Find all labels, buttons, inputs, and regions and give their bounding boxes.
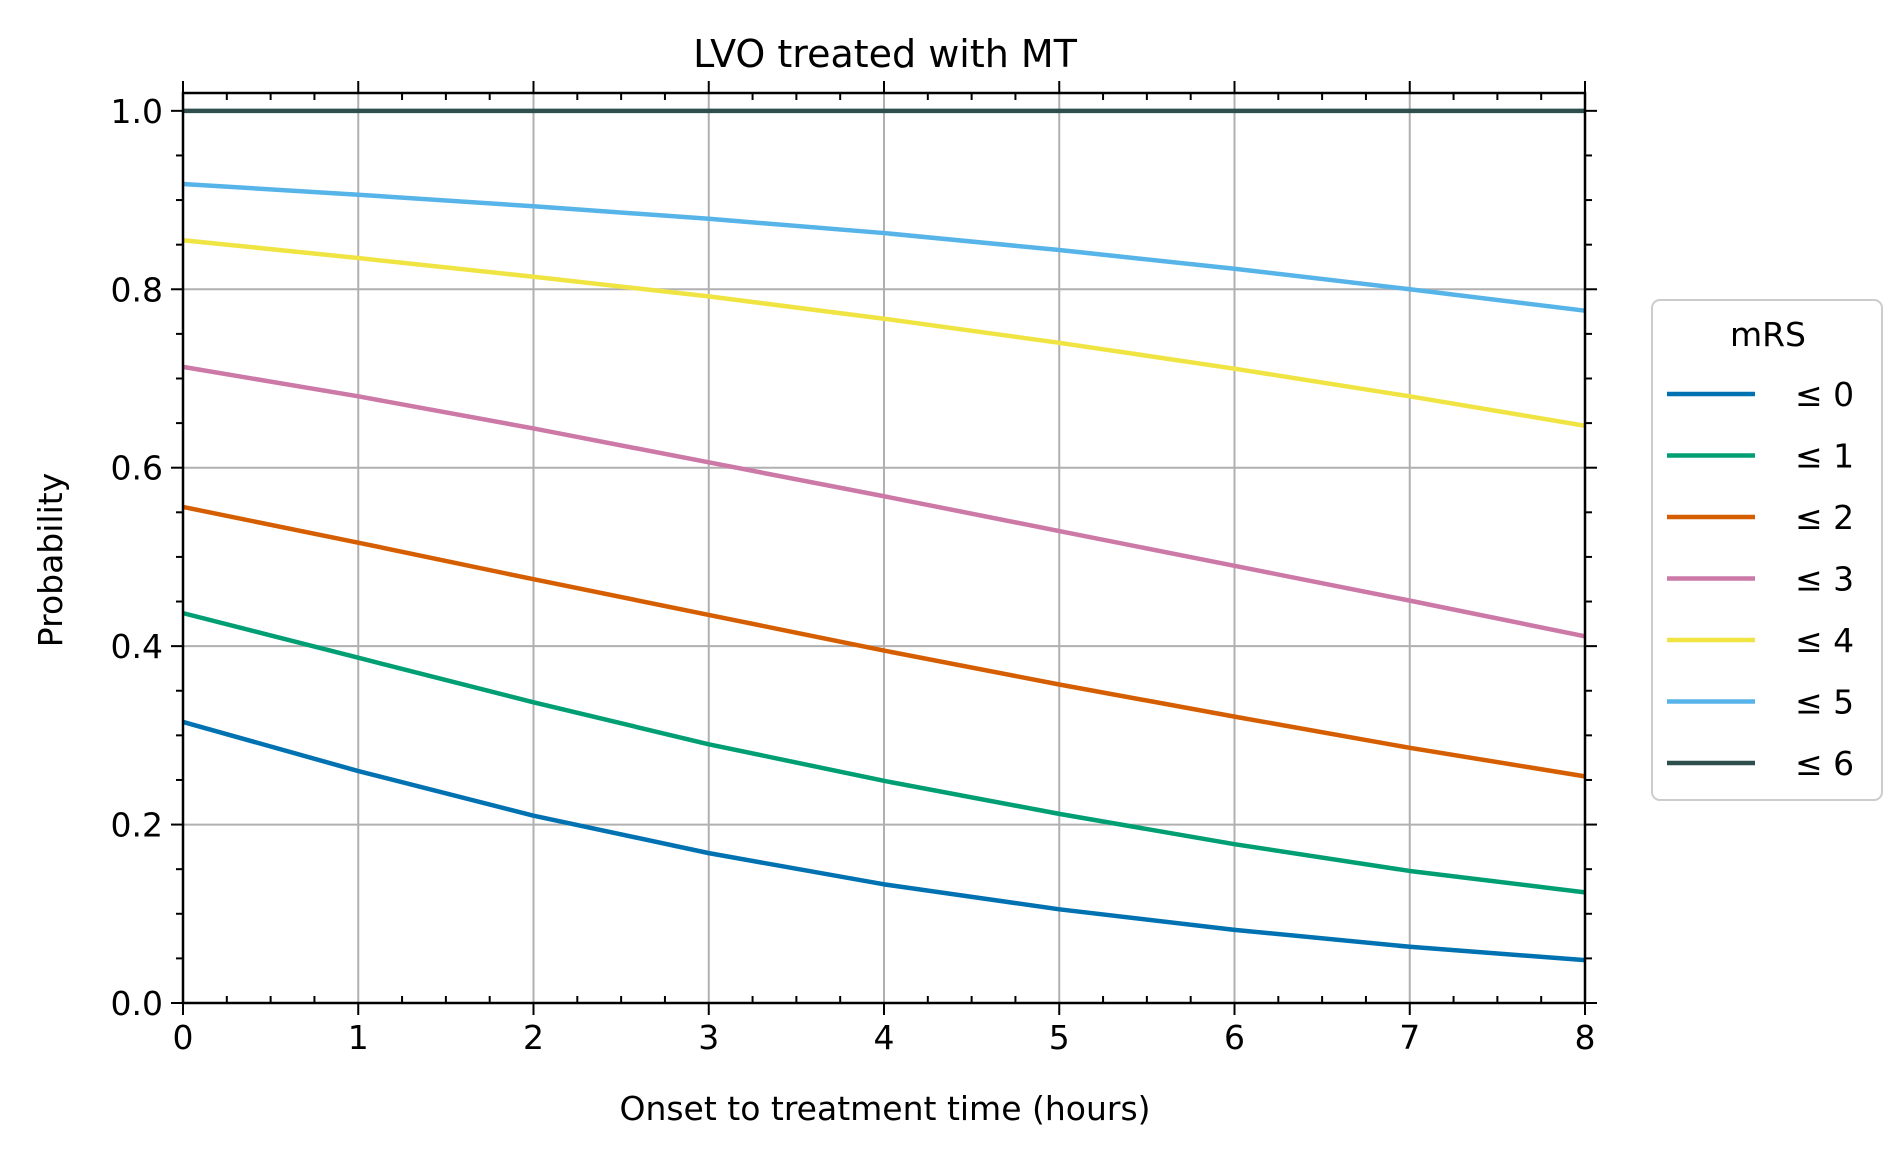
y-tick-label: 0.2 [111, 806, 163, 845]
x-tick-label: 2 [523, 1018, 544, 1057]
chart-title: LVO treated with MT [693, 32, 1078, 76]
x-tick-label: 5 [1049, 1018, 1070, 1057]
x-axis-label: Onset to treatment time (hours) [619, 1089, 1150, 1128]
x-tick-label: 8 [1575, 1018, 1596, 1057]
series-line-3 [182, 364, 1586, 639]
y-tick-label: 0.0 [111, 984, 163, 1023]
x-tick-label: 6 [1224, 1018, 1245, 1057]
legend-label-3: ≤ 3 [1795, 560, 1854, 599]
y-tick-label: 0.6 [111, 449, 163, 488]
series-line-4 [182, 237, 1586, 428]
series-line-0 [182, 719, 1586, 963]
x-tick-label: 4 [874, 1018, 895, 1057]
series-line-5 [182, 181, 1586, 313]
legend-label-6: ≤ 6 [1795, 744, 1854, 783]
series-line-2 [182, 504, 1586, 779]
legend-label-2: ≤ 2 [1795, 498, 1854, 537]
legend-box [1651, 299, 1883, 801]
legend-title: mRS [1730, 315, 1806, 354]
legend: mRS ≤ 0 ≤ 1 ≤ 2 ≤ 3 ≤ 4 ≤ 5 ≤ 6 [1651, 299, 1883, 801]
y-tick-label: 0.8 [111, 270, 163, 309]
x-tick-label: 1 [348, 1018, 369, 1057]
y-tick-label: 0.4 [111, 627, 163, 666]
x-tick-label: 3 [698, 1018, 719, 1057]
y-tick-label: 1.0 [111, 92, 163, 131]
plot-area: 0 1 2 3 4 5 6 7 8 0.0 0.2 0.4 0.6 0.8 1.0 [111, 81, 1597, 1057]
x-tick-label: 7 [1399, 1018, 1420, 1057]
legend-label-0: ≤ 0 [1795, 375, 1854, 414]
series-line-1 [182, 610, 1586, 895]
legend-label-1: ≤ 1 [1795, 437, 1854, 476]
x-tick-label: 0 [173, 1018, 194, 1057]
legend-label-5: ≤ 5 [1795, 683, 1854, 722]
legend-label-4: ≤ 4 [1795, 621, 1854, 660]
y-axis-label: Probability [31, 473, 70, 647]
